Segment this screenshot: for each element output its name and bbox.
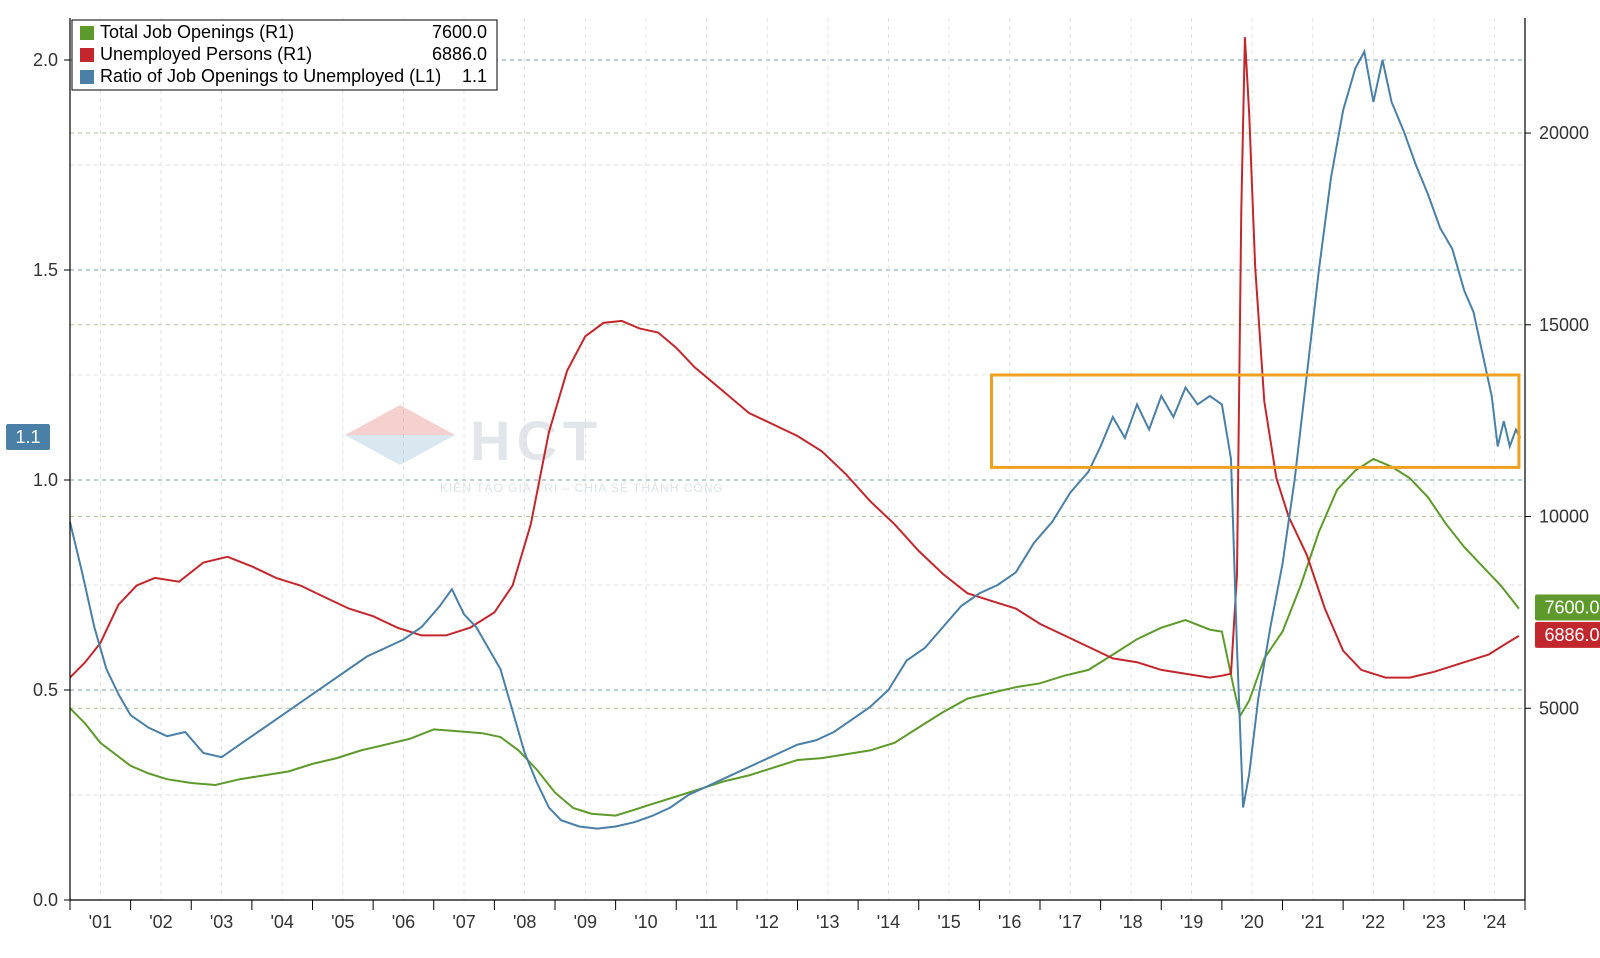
x-label: '14	[877, 912, 900, 932]
x-label: '02	[149, 912, 172, 932]
legend-label: Total Job Openings (R1)	[100, 22, 294, 42]
right-end-label: 6886.0	[1544, 625, 1599, 645]
x-label: '15	[937, 912, 960, 932]
x-label: '18	[1119, 912, 1142, 932]
legend-swatch	[80, 70, 94, 84]
x-label: '24	[1483, 912, 1506, 932]
y-left-label: 1.0	[33, 470, 58, 490]
x-label: '23	[1422, 912, 1445, 932]
left-current-label: 1.1	[15, 427, 40, 447]
legend-value: 1.1	[462, 66, 487, 86]
y-right-label: 5000	[1539, 698, 1579, 718]
chart-container: HCT KIẾN TẠO GIÁ TRỊ – CHIA SẺ THÀNH CÔNG…	[0, 0, 1600, 958]
legend-label: Unemployed Persons (R1)	[100, 44, 312, 64]
right-end-label: 7600.0	[1544, 598, 1599, 618]
x-label: '09	[574, 912, 597, 932]
legend-swatch	[80, 48, 94, 62]
x-label: '20	[1240, 912, 1263, 932]
x-label: '13	[816, 912, 839, 932]
x-label: '03	[210, 912, 233, 932]
y-right-label: 10000	[1539, 507, 1589, 527]
y-right-label: 15000	[1539, 315, 1589, 335]
y-left-label: 0.5	[33, 680, 58, 700]
y-left-label: 2.0	[33, 50, 58, 70]
x-label: '22	[1362, 912, 1385, 932]
legend-value: 7600.0	[432, 22, 487, 42]
x-label: '19	[1180, 912, 1203, 932]
chart-bg	[0, 0, 1600, 958]
watermark-sub: KIẾN TẠO GIÁ TRỊ – CHIA SẺ THÀNH CÔNG	[440, 480, 724, 495]
x-label: '21	[1301, 912, 1324, 932]
x-label: '06	[392, 912, 415, 932]
x-label: '05	[331, 912, 354, 932]
x-label: '04	[270, 912, 293, 932]
x-label: '16	[998, 912, 1021, 932]
legend-swatch	[80, 26, 94, 40]
legend-value: 6886.0	[432, 44, 487, 64]
x-label: '11	[696, 912, 718, 932]
watermark-main: HCT	[470, 409, 603, 472]
legend-label: Ratio of Job Openings to Unemployed (L1)	[100, 66, 441, 86]
y-left-label: 1.5	[33, 260, 58, 280]
y-right-label: 20000	[1539, 123, 1589, 143]
x-label: '10	[634, 912, 657, 932]
x-label: '07	[452, 912, 475, 932]
x-label: '12	[755, 912, 778, 932]
x-label: '08	[513, 912, 536, 932]
y-left-label: 0.0	[33, 890, 58, 910]
x-label: '01	[89, 912, 112, 932]
x-label: '17	[1059, 912, 1082, 932]
chart-svg: HCT KIẾN TẠO GIÁ TRỊ – CHIA SẺ THÀNH CÔNG…	[0, 0, 1600, 958]
